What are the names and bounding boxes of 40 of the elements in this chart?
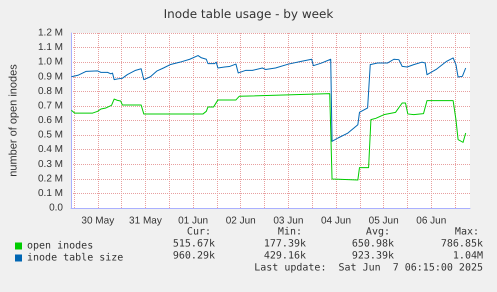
x-tick-label: 05 Jun: [368, 216, 399, 226]
y-tick-label: 0.7 M: [38, 100, 63, 112]
text: 786.85k: [440, 238, 484, 250]
text: 429.16k: [264, 250, 306, 262]
y-tick-label: 1.1 M: [38, 42, 63, 54]
y-tick-label: 0.5 M: [38, 130, 63, 141]
x-tick-label: 30 May: [81, 216, 114, 226]
text: Min:: [278, 226, 302, 238]
text: Avg:: [366, 226, 390, 238]
text: Max:: [454, 226, 480, 238]
text: 177.39k: [264, 238, 306, 250]
chart-title: Inode table usage - by week: [164, 7, 334, 21]
legend-label: inode table size: [27, 252, 124, 264]
x-tick-label: 01 Jun: [178, 216, 208, 226]
y-tick-label: 1.2 M: [38, 28, 63, 38]
y-tick-label: 0.9 M: [38, 71, 63, 82]
y-tick-label: 0.2 M: [38, 173, 63, 184]
text: 960.29k: [172, 250, 216, 262]
y-tick-label: 0.6 M: [38, 115, 63, 126]
text: Last update: Sat Jun 7 06:15:00 2025: [254, 262, 483, 274]
text: 1.04M: [452, 250, 484, 262]
line-series: [70, 55, 466, 142]
y-tick-label: 1.0 M: [38, 56, 63, 68]
text: 515.67k: [172, 238, 216, 250]
x-tick-label: 04 Jun: [320, 216, 352, 226]
x-tick-label: 02 Jun: [226, 216, 256, 226]
y-tick-label: 0.8 M: [38, 86, 63, 97]
text: 923.39k: [352, 250, 394, 262]
y-axis-title: number of open inodes: [8, 64, 20, 177]
line-series: [70, 93, 466, 180]
x-tick-label: 06 Jun: [416, 216, 446, 226]
x-tick-label: 03 Jun: [273, 216, 304, 226]
y-tick-label: 0.4 M: [38, 144, 63, 156]
y-tick-label: 0.0: [49, 202, 64, 214]
y-tick-label: 0.1 M: [38, 188, 63, 199]
x-tick-label: 31 May: [129, 216, 162, 226]
legend-label: open inodes: [27, 240, 94, 252]
text: 650.98k: [352, 238, 394, 250]
text: Cur:: [186, 226, 212, 238]
y-tick-label: 0.3 M: [38, 158, 63, 170]
